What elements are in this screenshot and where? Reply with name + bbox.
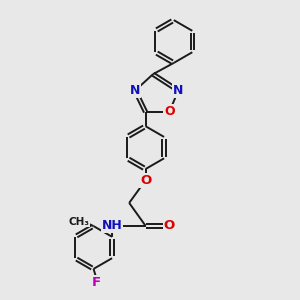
Text: F: F bbox=[92, 276, 101, 289]
Text: O: O bbox=[164, 219, 175, 232]
Text: O: O bbox=[164, 106, 175, 118]
Text: N: N bbox=[130, 84, 140, 97]
Text: CH₃: CH₃ bbox=[68, 217, 89, 226]
Text: O: O bbox=[140, 174, 151, 187]
Text: NH: NH bbox=[102, 219, 122, 232]
Text: N: N bbox=[173, 84, 183, 97]
